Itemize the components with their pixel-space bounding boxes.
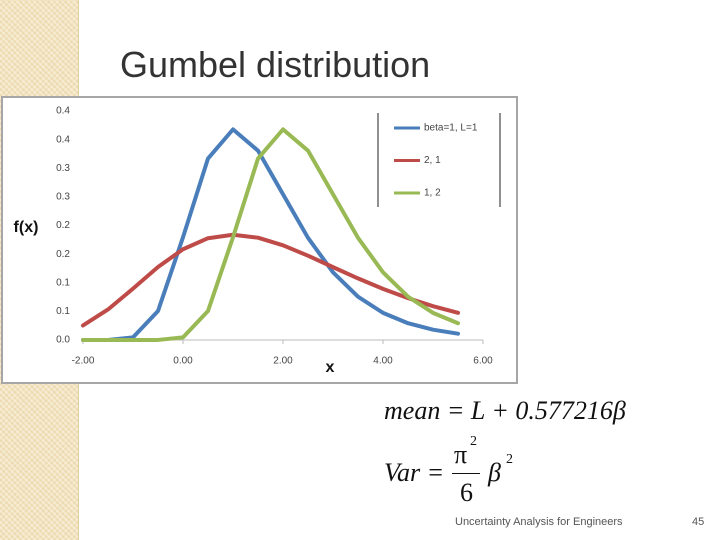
var-lhs: Var =	[384, 458, 445, 487]
y-tick-label: 0.2	[56, 249, 70, 260]
x-tick-label: 4.00	[373, 356, 393, 367]
series-line	[81, 127, 460, 342]
y-tick-label: 0.4	[56, 106, 70, 117]
legend-label: 2, 1	[424, 155, 441, 166]
var-factor-exp: 2	[506, 452, 513, 467]
x-tick-label: 6.00	[473, 356, 493, 367]
var-numerator-exp: 2	[470, 434, 477, 449]
series-line	[81, 232, 460, 328]
fraction-bar	[452, 473, 480, 474]
series-line	[81, 127, 460, 342]
legend-label: beta=1, L=1	[424, 123, 478, 134]
y-tick-label: 0.3	[56, 192, 70, 203]
x-tick-label: -2.00	[72, 356, 95, 367]
legend-label: 1, 2	[424, 188, 441, 199]
var-numerator: π	[454, 440, 468, 469]
y-tick-label: 0.1	[56, 277, 70, 288]
footer: Uncertainty Analysis for Engineers	[455, 516, 623, 528]
page-number: 45	[692, 516, 705, 528]
y-tick-label: 0.0	[56, 335, 70, 346]
mean-formula: mean = L + 0.577216β	[384, 396, 626, 425]
var-formula: Var = π 2 6 β 2	[384, 434, 584, 510]
y-tick-label: 0.3	[56, 163, 70, 174]
var-factor: β	[488, 458, 501, 487]
y-tick-label: 0.1	[56, 306, 70, 317]
var-denominator: 6	[460, 478, 473, 507]
y-axis-label: f(x)	[14, 219, 39, 236]
slide-title: Gumbel distribution	[120, 44, 431, 85]
y-tick-label: 0.2	[56, 220, 70, 231]
x-tick-label: 0.00	[173, 356, 193, 367]
x-tick-label: 2.00	[273, 356, 293, 367]
x-axis-label: x	[326, 359, 335, 376]
y-tick-label: 0.4	[56, 134, 70, 145]
